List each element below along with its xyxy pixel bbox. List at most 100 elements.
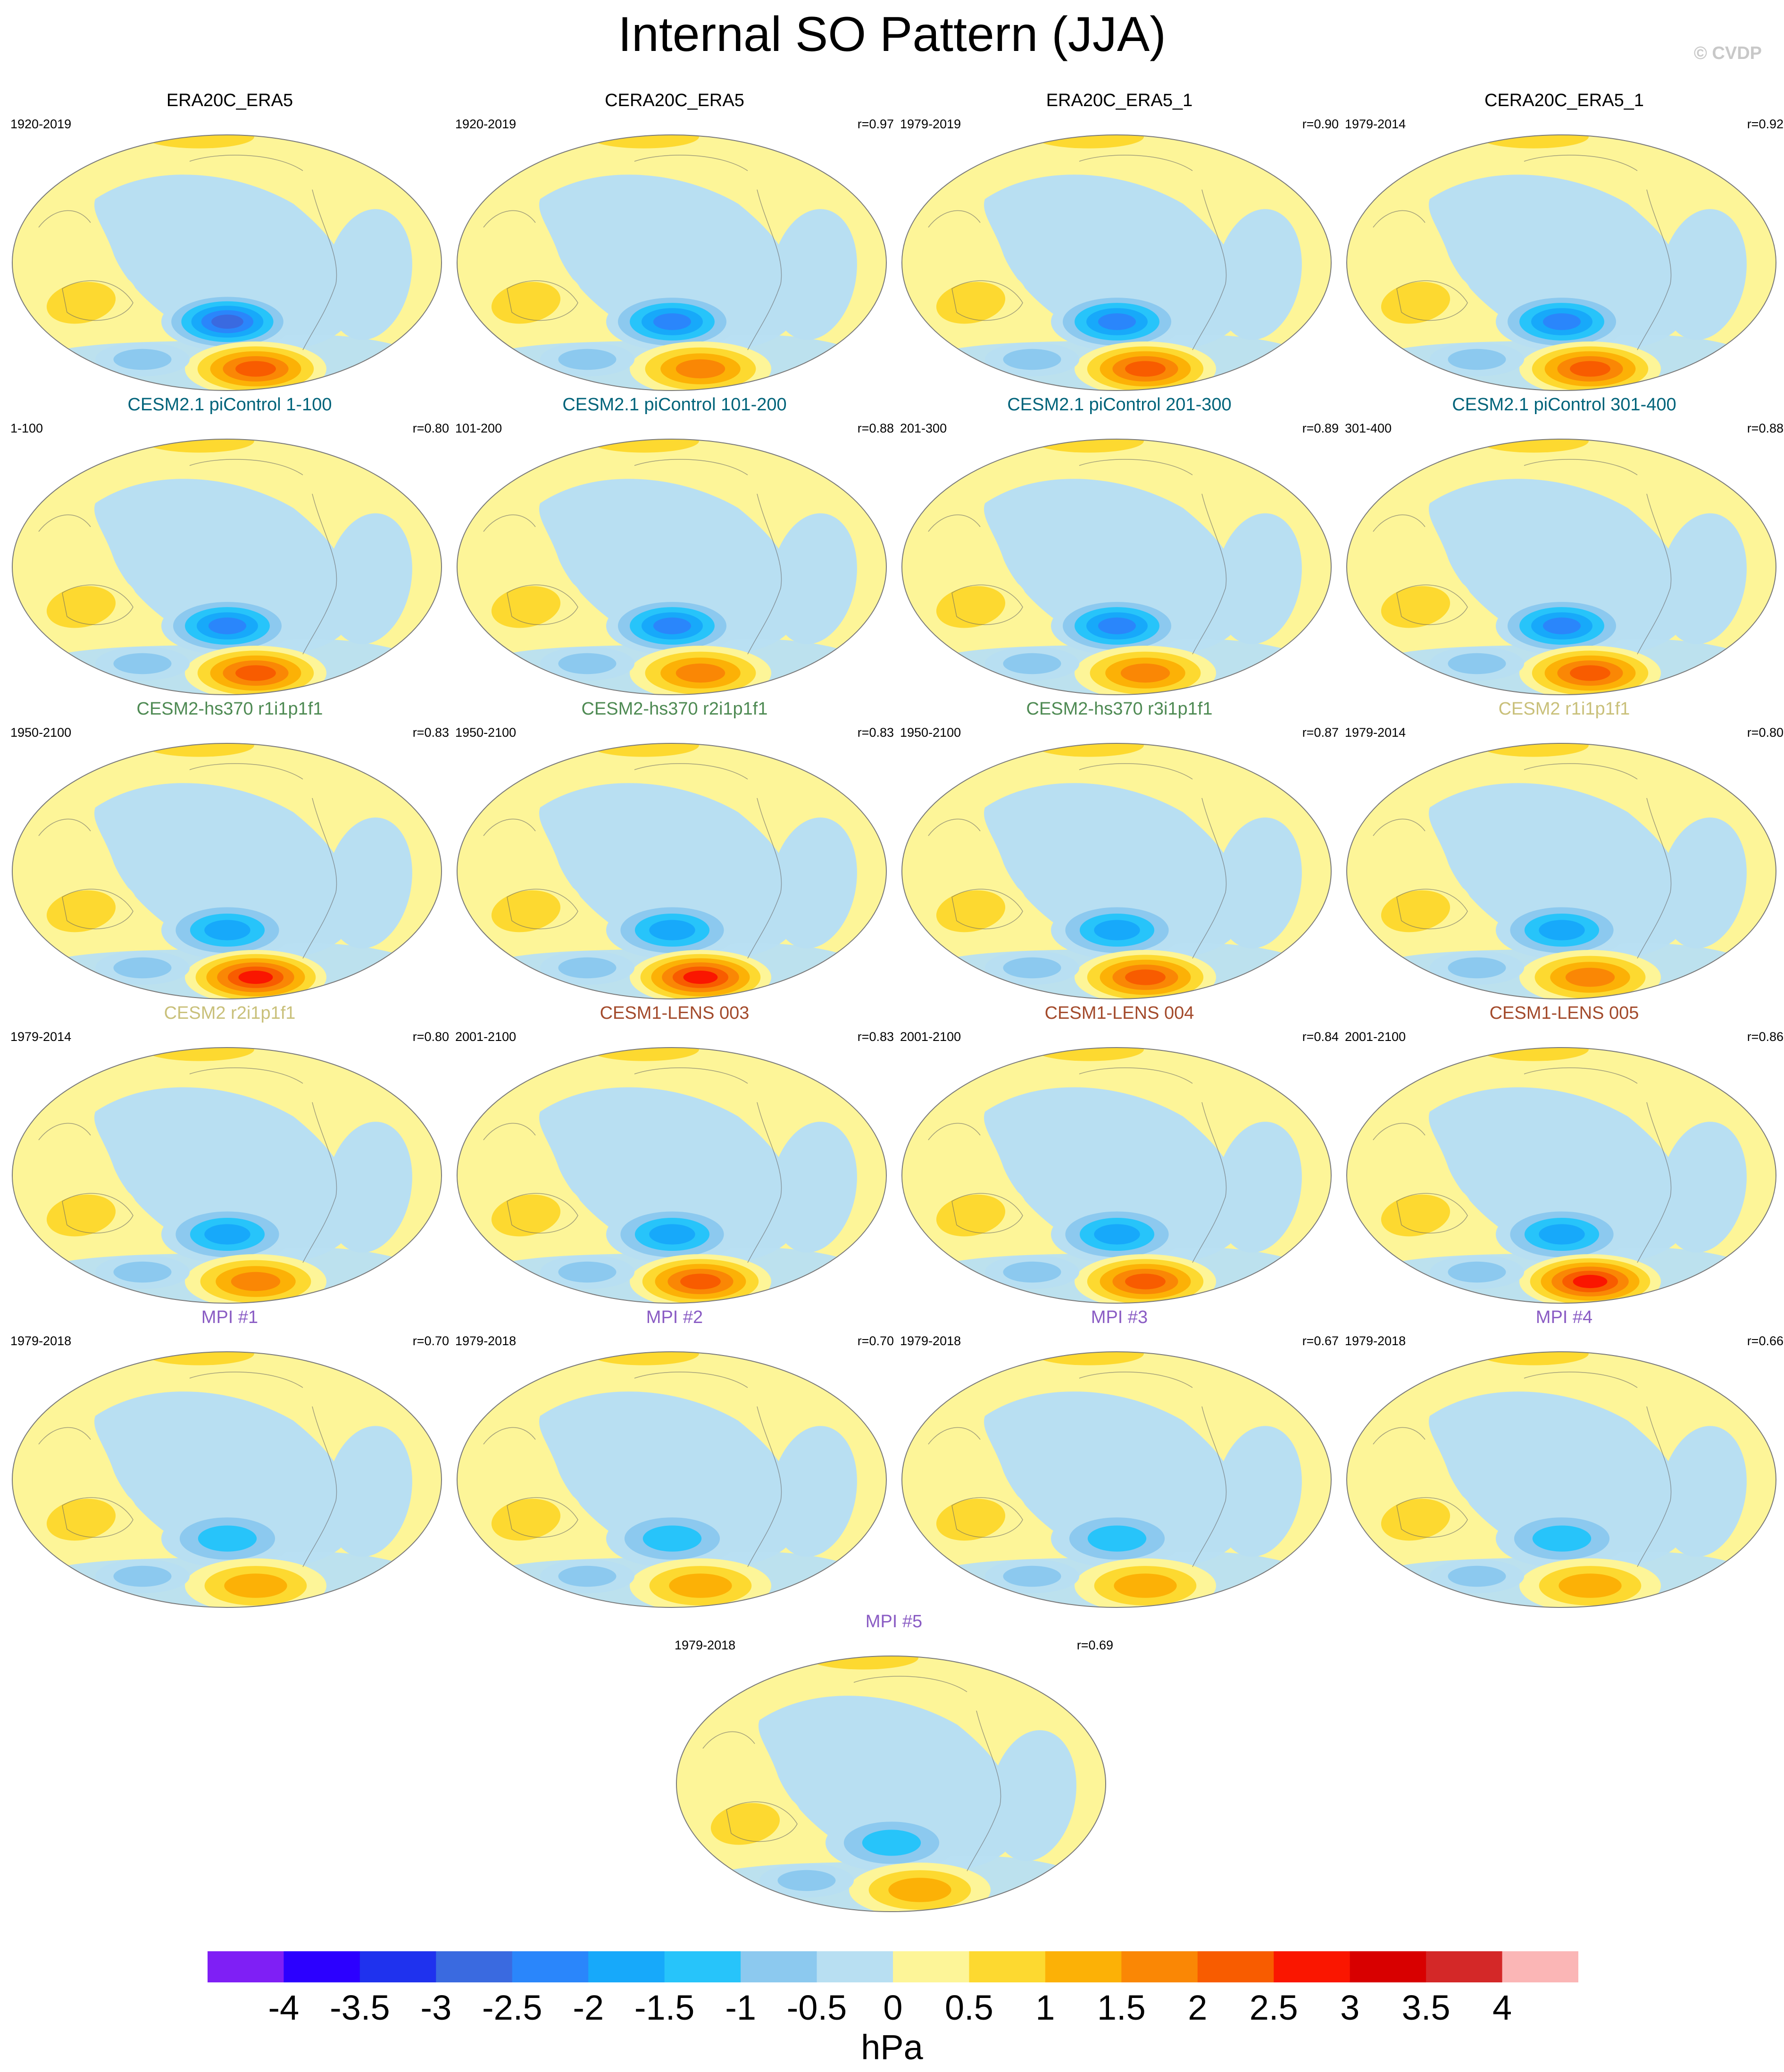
panel-period: 2001-2100 [900, 1030, 961, 1044]
panel-correlation: r=0.88 [857, 421, 894, 435]
panel-title: CESM2.1 piControl 101-200 [562, 395, 787, 415]
map-plot [1346, 743, 1776, 999]
colorbar-tick-label: 4 [1492, 1988, 1512, 2027]
map-plot [676, 1656, 1106, 1912]
panel-title: CESM1-LENS 005 [1489, 1003, 1639, 1023]
map-panel: CESM2-hs370 r2i1p1f1 1950-2100 r=0.83 [455, 698, 894, 1002]
map-panel: ERA20C_ERA5 1920-2019 [10, 90, 449, 394]
map-plot [901, 743, 1332, 999]
map-plot [1346, 1047, 1776, 1304]
panel-period: 1979-2018 [455, 1334, 517, 1348]
panel-correlation: r=0.80 [412, 1030, 449, 1044]
map-plot [457, 743, 887, 999]
panel-period: 1979-2018 [900, 1334, 961, 1348]
map-panel: MPI #5 1979-2018 r=0.69 [675, 1611, 1113, 1915]
panel-correlation: r=0.80 [1747, 725, 1784, 740]
colorbar-box [893, 1951, 970, 1982]
panel-period: 1979-2018 [1345, 1334, 1406, 1348]
map-panel: CESM2.1 piControl 101-200 101-200 r=0.88 [455, 394, 894, 698]
colorbar-tick-label: -3.5 [330, 1988, 390, 2027]
map-panel: CESM2-hs370 r3i1p1f1 1950-2100 r=0.87 [900, 698, 1339, 1002]
panel-title: CESM2-hs370 r3i1p1f1 [1026, 699, 1213, 719]
panel-title: CERA20C_ERA5_1 [1484, 91, 1644, 110]
panel-correlation: r=0.70 [857, 1334, 894, 1348]
panel-title: CERA20C_ERA5 [605, 91, 744, 110]
panel-correlation: r=0.88 [1747, 421, 1784, 435]
panel-period: 1950-2100 [10, 725, 72, 740]
colorbar-tick-label: -3 [420, 1988, 452, 2027]
map-plot [901, 1351, 1332, 1608]
panel-title: MPI #1 [201, 1307, 258, 1327]
panel-period: 1920-2019 [10, 117, 72, 131]
panel-correlation: r=0.83 [412, 725, 449, 740]
colorbar-box [817, 1951, 893, 1982]
map-plot [457, 439, 887, 695]
colorbar-box [283, 1951, 360, 1982]
panel-title: MPI #4 [1535, 1307, 1593, 1327]
panel-period: 1979-2019 [900, 117, 961, 131]
panel-title: CESM2.1 piControl 301-400 [1452, 395, 1676, 415]
map-panel: CESM2.1 piControl 1-100 1-100 r=0.80 [10, 394, 449, 698]
panel-period: 1979-2018 [10, 1334, 72, 1348]
colorbar-units: hPa [861, 2028, 923, 2067]
panel-period: 1-100 [10, 421, 43, 435]
colorbar-box [741, 1951, 817, 1982]
colorbar-tick-label: 0.5 [945, 1988, 993, 2027]
colorbar-tick-label: -0.5 [786, 1988, 847, 2027]
map-panel: MPI #1 1979-2018 r=0.70 [10, 1306, 449, 1611]
colorbar-box [588, 1951, 665, 1982]
panel-period: 1920-2019 [455, 117, 517, 131]
panel-title: CESM1-LENS 003 [600, 1003, 750, 1023]
panel-period: 2001-2100 [1345, 1030, 1406, 1044]
panel-correlation: r=0.90 [1302, 117, 1339, 131]
panel-period: 1979-2014 [10, 1030, 72, 1044]
panel-period: 301-400 [1345, 421, 1392, 435]
colorbar-box [1121, 1951, 1198, 1982]
panel-title: ERA20C_ERA5_1 [1046, 91, 1193, 110]
colorbar-tick-label: 3 [1340, 1988, 1360, 2027]
panel-title: CESM2.1 piControl 201-300 [1007, 395, 1232, 415]
panel-correlation: r=0.84 [1302, 1030, 1339, 1044]
map-panel: MPI #2 1979-2018 r=0.70 [455, 1306, 894, 1611]
colorbar-tick-label: -2 [573, 1988, 604, 2027]
panel-period: 1979-2018 [675, 1638, 736, 1652]
panel-correlation: r=0.70 [412, 1334, 449, 1348]
map-plot [12, 1047, 442, 1304]
credit-watermark: © CVDP [1693, 43, 1762, 63]
map-panel: MPI #4 1979-2018 r=0.66 [1345, 1306, 1784, 1611]
panel-title: MPI #3 [1091, 1307, 1148, 1327]
map-panel: CERA20C_ERA5 1920-2019 r=0.97 [455, 90, 894, 394]
map-plot [901, 439, 1332, 695]
panel-period: 1950-2100 [455, 725, 517, 740]
panel-title: CESM1-LENS 004 [1044, 1003, 1194, 1023]
colorbar-tick-label: 3.5 [1401, 1988, 1451, 2027]
panel-correlation: r=0.86 [1747, 1030, 1784, 1044]
panel-correlation: r=0.80 [412, 421, 449, 435]
map-panel: CERA20C_ERA5_1 1979-2014 r=0.92 [1345, 90, 1784, 394]
colorbar-tick-label: 2.5 [1249, 1988, 1298, 2027]
map-plot [1346, 1351, 1776, 1608]
colorbar-tick-label: 2 [1188, 1988, 1208, 2027]
colorbar-tick-label: 0 [883, 1988, 903, 2027]
panel-correlation: r=0.69 [1076, 1638, 1113, 1652]
map-plot [457, 134, 887, 391]
map-plot [457, 1351, 887, 1608]
map-plot [901, 1047, 1332, 1304]
panel-correlation: r=0.97 [857, 117, 894, 131]
panel-period: 101-200 [455, 421, 502, 435]
map-plot [457, 1047, 887, 1304]
map-panel: CESM2 r1i1p1f1 1979-2014 r=0.80 [1345, 698, 1784, 1002]
colorbar-box [1350, 1951, 1426, 1982]
panel-period: 1950-2100 [900, 725, 961, 740]
colorbar-tick-label: -2.5 [482, 1988, 542, 2027]
map-panel: CESM2-hs370 r1i1p1f1 1950-2100 r=0.83 [10, 698, 449, 1002]
map-panel: CESM1-LENS 004 2001-2100 r=0.84 [900, 1002, 1339, 1306]
colorbar-box [664, 1951, 741, 1982]
panel-period: 1979-2014 [1345, 725, 1406, 740]
panel-period: 2001-2100 [455, 1030, 517, 1044]
panel-correlation: r=0.83 [857, 1030, 894, 1044]
map-panel: MPI #3 1979-2018 r=0.67 [900, 1306, 1339, 1611]
colorbar [208, 1951, 1578, 1982]
panel-correlation: r=0.87 [1302, 725, 1339, 740]
colorbar-box [1426, 1951, 1503, 1982]
